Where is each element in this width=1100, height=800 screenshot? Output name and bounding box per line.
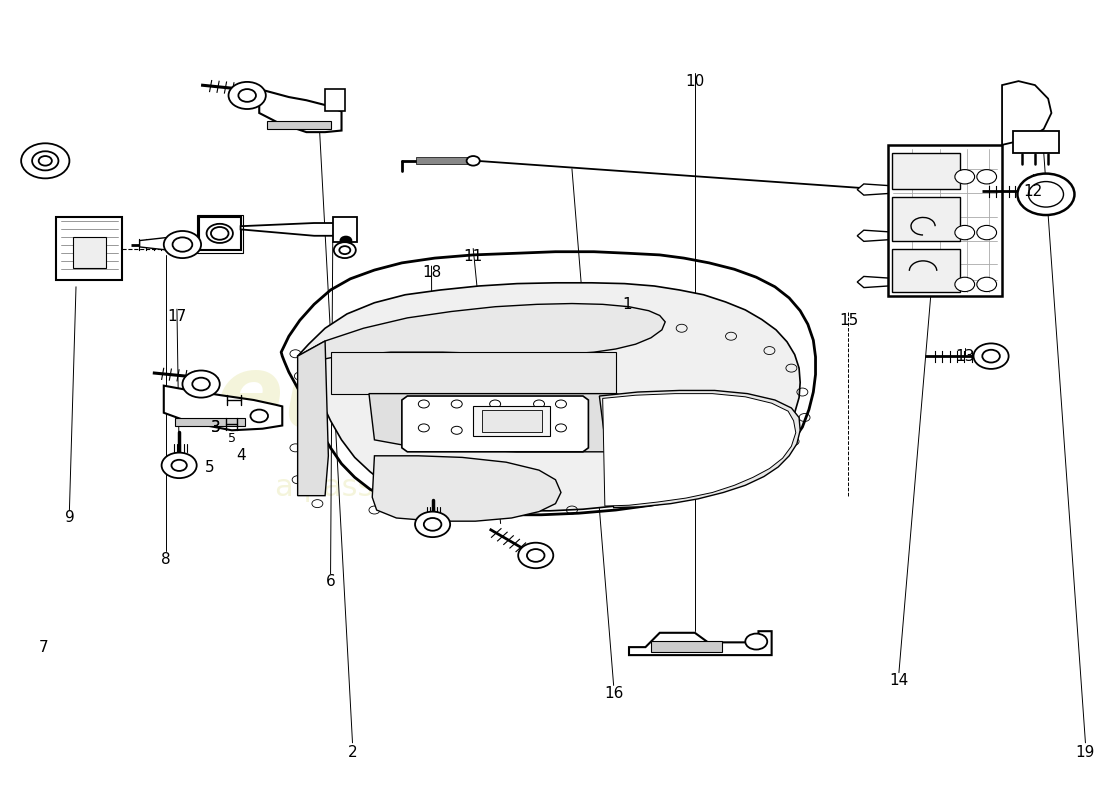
Text: 15: 15 [839, 313, 858, 328]
Circle shape [172, 460, 187, 471]
Polygon shape [372, 456, 561, 521]
Text: 12: 12 [1023, 184, 1043, 198]
Bar [651, 641, 723, 652]
Polygon shape [857, 277, 888, 287]
Circle shape [982, 350, 1000, 362]
Polygon shape [298, 303, 666, 362]
Circle shape [1028, 182, 1064, 207]
Circle shape [1018, 174, 1075, 215]
Polygon shape [629, 631, 771, 655]
Bar [473, 406, 550, 436]
Circle shape [251, 410, 268, 422]
Bar [326, 89, 344, 111]
Polygon shape [56, 217, 122, 281]
Text: 4: 4 [235, 448, 245, 463]
Bar [199, 217, 241, 250]
Polygon shape [298, 341, 329, 496]
Polygon shape [600, 390, 800, 508]
Text: 3: 3 [210, 421, 220, 435]
Polygon shape [282, 252, 815, 515]
Circle shape [192, 378, 210, 390]
Circle shape [955, 278, 975, 291]
Circle shape [340, 237, 351, 245]
Polygon shape [260, 89, 341, 132]
Circle shape [974, 343, 1009, 369]
Circle shape [466, 156, 480, 166]
Text: 11: 11 [463, 249, 483, 264]
Circle shape [162, 453, 197, 478]
Circle shape [173, 238, 192, 252]
Text: a passion for parts since: a passion for parts since [275, 473, 649, 502]
Text: 13: 13 [955, 349, 975, 364]
Text: 16: 16 [604, 686, 624, 701]
Circle shape [977, 226, 997, 240]
Bar [888, 145, 1002, 296]
Bar [416, 157, 476, 164]
Text: 14: 14 [889, 673, 909, 688]
Text: 5: 5 [205, 460, 214, 475]
Circle shape [746, 634, 767, 650]
Circle shape [164, 231, 201, 258]
Text: 9: 9 [65, 510, 75, 526]
Circle shape [955, 226, 975, 240]
Circle shape [183, 370, 220, 398]
Circle shape [211, 227, 229, 240]
Text: 17: 17 [167, 309, 187, 324]
Text: 7: 7 [39, 640, 48, 654]
Text: 8: 8 [162, 552, 170, 567]
Circle shape [21, 143, 69, 178]
Circle shape [229, 82, 266, 109]
Text: 5: 5 [228, 432, 235, 445]
Polygon shape [857, 230, 888, 242]
Circle shape [527, 549, 544, 562]
Circle shape [977, 170, 997, 184]
Bar [892, 197, 960, 241]
Circle shape [239, 89, 256, 102]
Polygon shape [140, 236, 186, 252]
Text: 2: 2 [348, 745, 358, 760]
Bar [267, 121, 331, 129]
Bar [1013, 130, 1059, 153]
Polygon shape [857, 184, 888, 195]
Bar [73, 237, 106, 269]
Bar [175, 418, 245, 426]
Bar [482, 410, 542, 432]
Bar [197, 215, 243, 254]
Circle shape [32, 151, 58, 170]
Text: 18: 18 [422, 265, 441, 280]
Text: 19: 19 [1076, 745, 1096, 760]
Circle shape [424, 518, 441, 530]
Text: 3: 3 [210, 421, 220, 435]
Ellipse shape [207, 224, 233, 243]
Bar [892, 153, 960, 189]
Text: 10: 10 [685, 74, 704, 89]
Polygon shape [241, 223, 348, 236]
Bar [332, 217, 356, 242]
Bar [892, 249, 960, 292]
Polygon shape [402, 396, 588, 452]
Circle shape [339, 246, 350, 254]
Polygon shape [331, 352, 616, 394]
Polygon shape [603, 394, 795, 506]
Polygon shape [298, 283, 800, 511]
Circle shape [333, 242, 355, 258]
Circle shape [518, 542, 553, 568]
Circle shape [977, 278, 997, 291]
Circle shape [39, 156, 52, 166]
Text: 6: 6 [326, 574, 336, 590]
Polygon shape [1002, 81, 1052, 145]
Polygon shape [164, 386, 283, 430]
Polygon shape [368, 394, 625, 452]
Circle shape [955, 170, 975, 184]
Text: 1: 1 [621, 297, 631, 312]
Circle shape [415, 512, 450, 537]
Text: eurocars: eurocars [216, 351, 708, 449]
